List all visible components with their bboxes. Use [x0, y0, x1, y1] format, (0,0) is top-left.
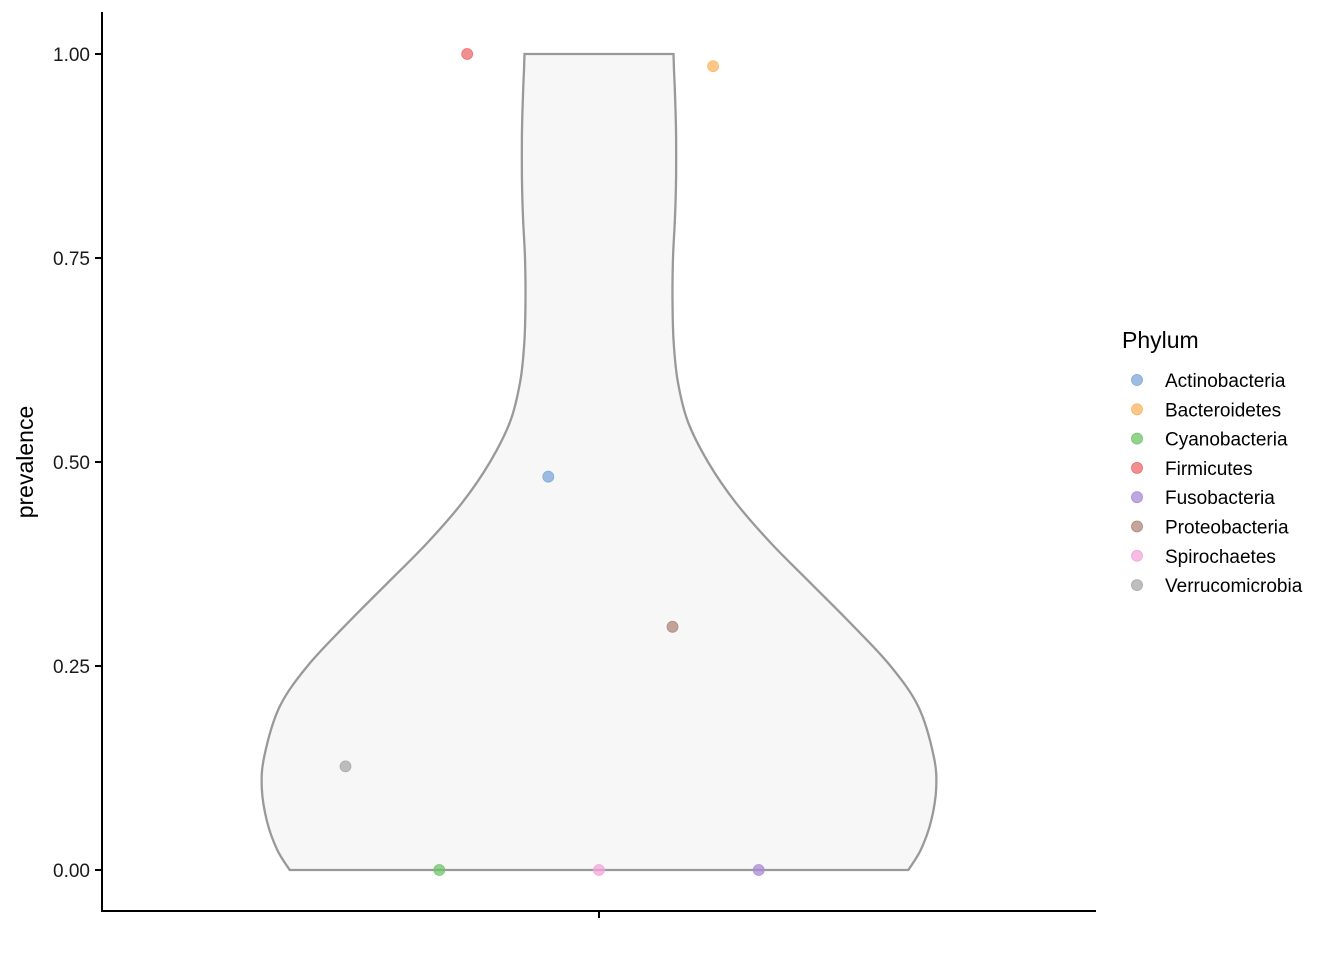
violin-shape: [260, 52, 938, 872]
data-point-firmicutes: [461, 48, 474, 60]
legend-label-proteobacteria: Proteobacteria: [1165, 518, 1289, 539]
legend-label-bacteroidetes: Bacteroidetes: [1165, 400, 1281, 421]
y-tick-label: 0.00: [53, 861, 90, 882]
legend-label-spirochaetes: Spirochaetes: [1165, 547, 1276, 568]
legend-key-spirochaetes: [1131, 549, 1143, 562]
data-point-spirochaetes: [593, 864, 605, 876]
legend-label-firmicutes: Firmicutes: [1165, 459, 1253, 480]
legend-title: Phylum: [1122, 327, 1199, 353]
y-tick-label: 1.00: [53, 45, 90, 66]
data-point-cyanobacteria: [433, 864, 446, 876]
legend-label-cyanobacteria: Cyanobacteria: [1165, 430, 1288, 451]
data-point-actinobacteria: [542, 470, 555, 483]
data-point-proteobacteria: [666, 620, 679, 633]
y-tick-label: 0.25: [53, 657, 90, 678]
legend-key-fusobacteria: [1131, 491, 1143, 504]
legend-key-cyanobacteria: [1131, 432, 1143, 445]
legend-key-firmicutes: [1131, 461, 1143, 474]
y-tick-label: 0.75: [53, 249, 90, 270]
points-layer: [339, 48, 765, 876]
violin-layer: [260, 52, 938, 872]
y-ticks: 0.00 0.25 0.50 0.75 1.00: [53, 45, 102, 882]
legend-key-actinobacteria: [1131, 374, 1143, 386]
y-axis-title: prevalence: [12, 406, 38, 519]
legend-key-proteobacteria: [1131, 520, 1143, 533]
data-point-fusobacteria: [752, 864, 765, 876]
legend: Phylum Actinobacteria Bacteroidetes Cyanob…: [1122, 327, 1303, 597]
legend-key-bacteroidetes: [1131, 403, 1143, 416]
data-point-verrucomicrobia: [339, 760, 352, 773]
legend-key-verrucomicrobia: [1131, 579, 1143, 591]
y-tick-label: 0.50: [53, 453, 90, 474]
legend-label-fusobacteria: Fusobacteria: [1165, 488, 1275, 509]
legend-label-actinobacteria: Actinobacteria: [1165, 371, 1286, 392]
data-point-bacteroidetes: [707, 60, 719, 73]
legend-label-verrucomicrobia: Verrucomicrobia: [1165, 576, 1303, 597]
